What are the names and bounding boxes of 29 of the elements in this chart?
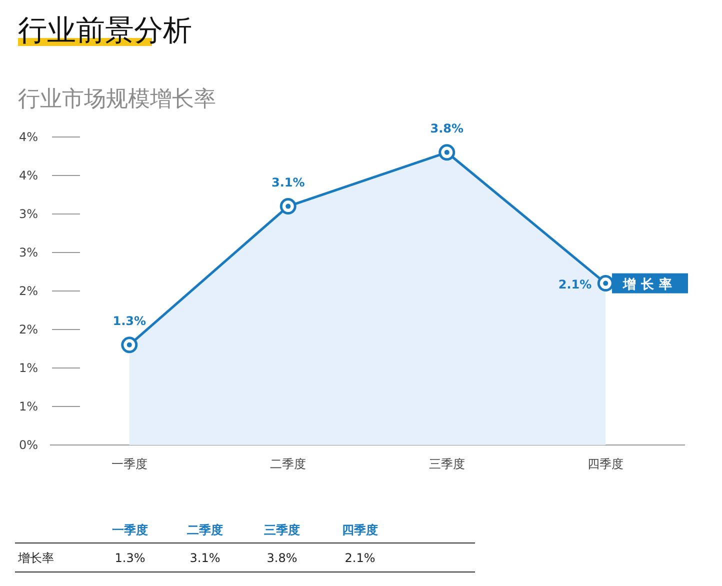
category-label: 一季度 bbox=[112, 523, 148, 537]
y-tick-label: 1% bbox=[18, 400, 38, 414]
data-label: 1.3% bbox=[112, 314, 146, 328]
y-tick-label: 3% bbox=[18, 246, 38, 260]
series-label: 增长率 bbox=[622, 276, 677, 292]
text: 1.3% bbox=[114, 551, 146, 565]
y-tick-label: 1% bbox=[18, 361, 38, 375]
text: 2.1% bbox=[344, 551, 376, 565]
text: 3.1% bbox=[190, 551, 220, 565]
text: 3.8% bbox=[266, 551, 298, 565]
y-tick-label: 0% bbox=[18, 438, 38, 452]
y-tick-label: 2% bbox=[18, 322, 38, 336]
category-label: 四季度 bbox=[342, 523, 378, 537]
category-label: 三季度 bbox=[264, 523, 300, 537]
y-tick-label: 4% bbox=[18, 168, 38, 182]
x-tick-label: 三季度 bbox=[428, 457, 465, 471]
y-tick-label: 2% bbox=[18, 284, 38, 298]
data-label: 3.1% bbox=[271, 175, 305, 190]
x-tick-label: 二季度 bbox=[270, 457, 306, 471]
chart-subtitle: 行业市场规模增长率 bbox=[18, 87, 216, 112]
category-label: 二季度 bbox=[187, 523, 223, 537]
y-tick-label: 4% bbox=[18, 130, 38, 144]
x-tick-label: 四季度 bbox=[588, 457, 624, 471]
data-label: 3.8% bbox=[430, 121, 464, 136]
text: 增长率 bbox=[18, 551, 54, 565]
data-label: 2.1% bbox=[558, 277, 592, 292]
x-tick-label: 一季度 bbox=[111, 457, 148, 471]
y-tick-label: 3% bbox=[18, 207, 38, 221]
chart-title: 行业前景分析 bbox=[18, 13, 192, 47]
